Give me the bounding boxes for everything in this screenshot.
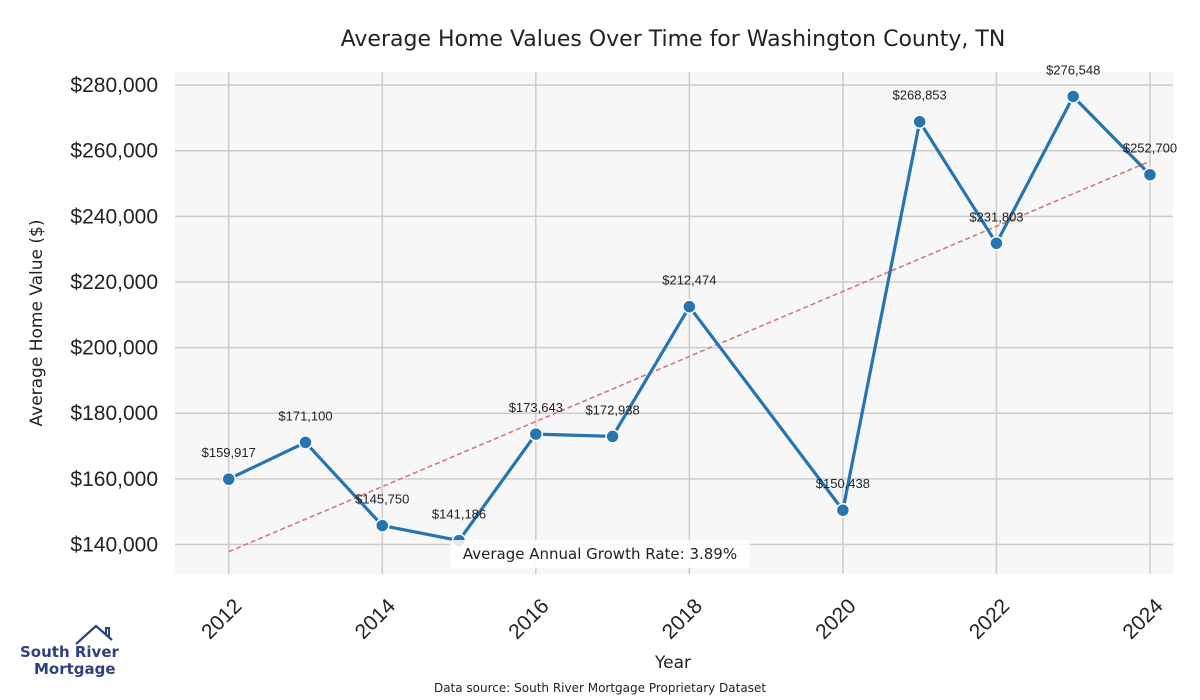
data-label: $172,938 bbox=[585, 402, 639, 417]
logo-line-1: South River bbox=[20, 643, 119, 661]
x-tick-label: 2020 bbox=[811, 594, 860, 643]
data-label: $212,474 bbox=[662, 273, 716, 288]
south-river-mortgage-logo: South River Mortgage bbox=[20, 622, 120, 680]
data-label: $141,186 bbox=[432, 507, 486, 522]
y-tick-label: $240,000 bbox=[70, 205, 158, 228]
data-label: $159,917 bbox=[202, 445, 256, 460]
data-label: $252,700 bbox=[1123, 141, 1177, 156]
data-label: $268,853 bbox=[893, 88, 947, 103]
chart-title: Average Home Values Over Time for Washin… bbox=[341, 27, 1006, 52]
x-tick-label: 2016 bbox=[504, 594, 553, 643]
x-tick-label: 2022 bbox=[965, 594, 1014, 643]
y-tick-label: $160,000 bbox=[70, 468, 158, 491]
y-tick-label: $280,000 bbox=[70, 74, 158, 97]
grid bbox=[175, 72, 1173, 574]
data-point bbox=[912, 114, 927, 129]
data-label: $171,100 bbox=[278, 408, 332, 423]
y-axis-label: Average Home Value ($) bbox=[27, 220, 47, 427]
plot-area bbox=[175, 72, 1173, 574]
data-label: $276,548 bbox=[1046, 62, 1100, 77]
y-tick-label: $140,000 bbox=[70, 533, 158, 556]
data-point bbox=[528, 426, 544, 442]
data-point bbox=[1065, 89, 1081, 104]
data-point bbox=[298, 435, 313, 450]
x-tick-label: 2024 bbox=[1118, 594, 1168, 644]
data-point bbox=[375, 518, 390, 533]
data-point bbox=[989, 236, 1004, 251]
y-tick-label: $200,000 bbox=[70, 337, 158, 360]
trend-line bbox=[228, 160, 1151, 553]
y-axis-ticks: $140,000 $160,000 $180,000 $200,000 $220,000… bbox=[70, 74, 158, 556]
y-tick-label: $180,000 bbox=[70, 402, 158, 425]
data-label: $173,643 bbox=[509, 400, 563, 415]
data-point bbox=[605, 429, 620, 444]
data-point bbox=[221, 471, 236, 487]
data-label: $145,750 bbox=[355, 492, 409, 507]
y-tick-label: $260,000 bbox=[70, 140, 158, 163]
data-points bbox=[221, 89, 1158, 548]
growth-annotation: Average Annual Growth Rate: 3.89% bbox=[450, 540, 750, 568]
growth-annotation-box bbox=[450, 540, 750, 568]
data-point bbox=[1142, 167, 1158, 182]
house-roof-icon bbox=[75, 624, 113, 645]
y-tick-label: $220,000 bbox=[70, 271, 158, 294]
data-labels: $159,917 $171,100 $145,750 $141,186 $173,643… bbox=[202, 62, 1177, 521]
x-tick-label: 2018 bbox=[658, 594, 707, 643]
data-point bbox=[682, 299, 697, 314]
series-line bbox=[228, 94, 1152, 543]
x-tick-label: 2012 bbox=[197, 594, 246, 643]
x-axis-label: Year bbox=[654, 653, 691, 673]
data-label: $231,803 bbox=[969, 209, 1023, 224]
x-axis-ticks: 2012 2014 2016 2018 2020 2022 2024 bbox=[197, 594, 1168, 644]
data-label: $150,438 bbox=[816, 476, 870, 491]
data-point bbox=[835, 502, 851, 518]
growth-annotation-text: Average Annual Growth Rate: 3.89% bbox=[463, 545, 737, 563]
logo-line-2: Mortgage bbox=[34, 660, 116, 678]
x-tick-label: 2014 bbox=[351, 594, 401, 644]
data-source-note: Data source: South River Mortgage Propri… bbox=[433, 681, 767, 695]
